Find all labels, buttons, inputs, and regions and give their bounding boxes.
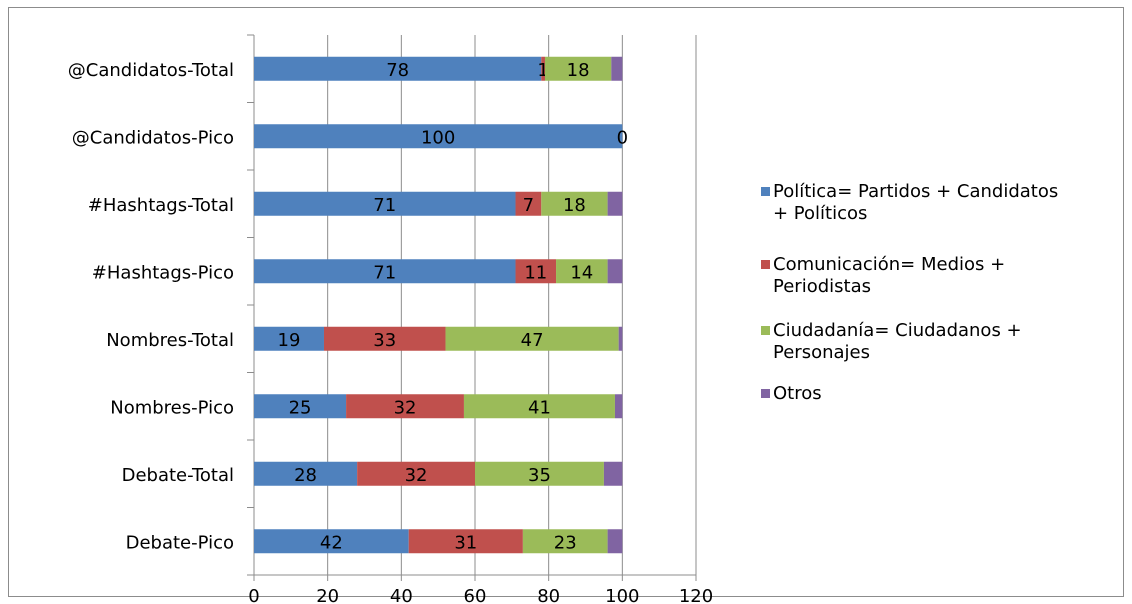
- bar-segment: [603, 461, 623, 486]
- legend-swatch: [761, 326, 770, 335]
- legend-label: Periodistas: [773, 276, 871, 297]
- bar-segment: [357, 461, 475, 486]
- x-tick-label: 120: [679, 586, 713, 604]
- bar-segment: [346, 394, 464, 419]
- data-label: 32: [394, 397, 417, 418]
- data-label: 32: [405, 465, 428, 486]
- legend-label: Personajes: [773, 342, 870, 363]
- bar-segment: [607, 191, 623, 216]
- category-label: #Hashtags-Total: [88, 195, 234, 216]
- x-tick-label: 40: [390, 586, 413, 604]
- data-label: 28: [294, 465, 317, 486]
- data-label: 71: [373, 262, 396, 283]
- bar-segment: [611, 56, 623, 81]
- data-label: 11: [524, 262, 547, 283]
- data-label: 47: [521, 330, 544, 351]
- category-label: @Candidatos-Total: [68, 60, 234, 81]
- x-tick-label: 0: [248, 586, 259, 604]
- legend-swatch: [761, 260, 770, 269]
- category-label: @Candidatos-Pico: [72, 127, 234, 148]
- bar-segment: [254, 529, 409, 554]
- bar-segment: [323, 326, 446, 351]
- x-tick-label: 100: [605, 586, 639, 604]
- data-label: 71: [373, 195, 396, 216]
- bar-segment: [515, 259, 557, 284]
- legend-label: Otros: [773, 383, 822, 404]
- data-label: 78: [386, 60, 409, 81]
- category-label: Nombres-Pico: [110, 397, 234, 418]
- x-tick-label: 60: [464, 586, 487, 604]
- data-label: 41: [528, 397, 551, 418]
- bar-segment: [254, 326, 324, 351]
- bar-segment: [254, 56, 542, 81]
- bar-segment: [607, 259, 623, 284]
- category-label: Debate-Pico: [126, 532, 234, 553]
- data-label: 100: [421, 127, 455, 148]
- bar-segment: [254, 461, 358, 486]
- data-label: 35: [528, 465, 551, 486]
- bar-segment: [607, 529, 623, 554]
- category-label: Nombres-Total: [106, 330, 234, 351]
- legend-label: Ciudadanía= Ciudadanos +: [773, 320, 1022, 341]
- data-label: 7: [523, 195, 534, 216]
- bar-segment: [522, 529, 608, 554]
- chart-frame: [8, 7, 1124, 597]
- bar-segment: [254, 394, 347, 419]
- data-label: 31: [454, 532, 477, 553]
- data-label: 1: [537, 60, 548, 81]
- legend-label: Comunicación= Medios +: [773, 254, 1005, 275]
- x-tick-label: 80: [537, 586, 560, 604]
- bar-segment: [541, 191, 608, 216]
- data-label: 14: [570, 262, 593, 283]
- legend-swatch: [761, 187, 770, 196]
- bar-segment: [408, 529, 523, 554]
- data-label: 18: [567, 60, 590, 81]
- bar-segment: [254, 259, 516, 284]
- legend-label: Política= Partidos + Candidatos: [773, 181, 1058, 202]
- legend-label: + Políticos: [773, 203, 867, 224]
- bar-segment: [618, 326, 623, 351]
- data-label: 0: [617, 127, 628, 148]
- data-label: 23: [554, 532, 577, 553]
- legend-swatch: [761, 389, 770, 398]
- data-label: 42: [320, 532, 343, 553]
- bar-segment: [515, 191, 542, 216]
- bar-segment: [544, 56, 612, 81]
- bar-segment: [254, 124, 623, 149]
- data-label: 25: [289, 397, 312, 418]
- data-label: 19: [278, 330, 301, 351]
- category-label: #Hashtags-Pico: [92, 262, 234, 283]
- bar-segment: [445, 326, 619, 351]
- bar-segment: [614, 394, 623, 419]
- data-label: 33: [373, 330, 396, 351]
- bar-segment: [556, 259, 608, 284]
- bar-segment: [541, 56, 545, 81]
- bar-segment: [475, 461, 604, 486]
- bar-segment: [463, 394, 615, 419]
- x-tick-label: 20: [316, 586, 339, 604]
- category-label: Debate-Total: [122, 465, 234, 486]
- bar-segment: [254, 191, 516, 216]
- data-label: 18: [563, 195, 586, 216]
